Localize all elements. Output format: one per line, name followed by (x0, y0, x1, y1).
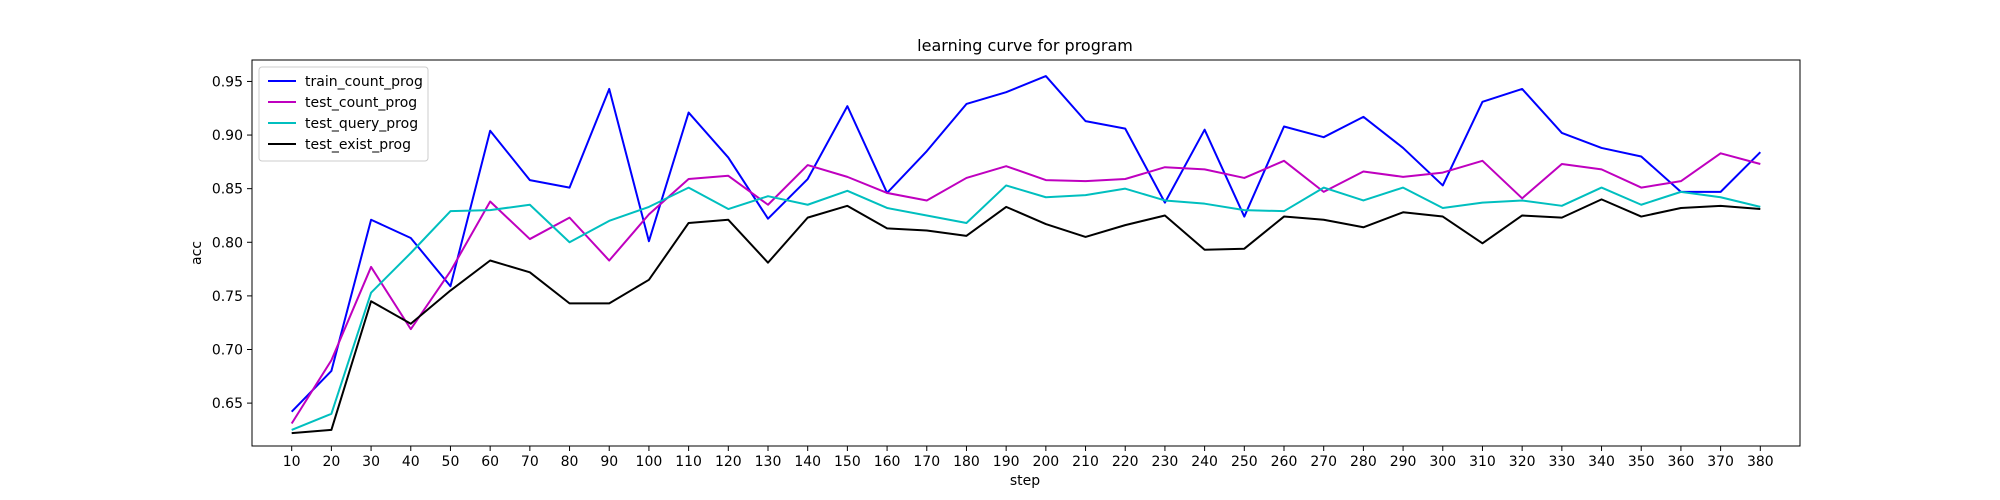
y-tick-label: 0.85 (212, 182, 243, 198)
x-tick-label: 150 (834, 454, 861, 470)
legend: train_count_prog test_count_prog test_quer… (258, 66, 429, 162)
legend-label-test_exist_prog: test_exist_prog (305, 137, 411, 153)
x-tick-label: 290 (1390, 454, 1417, 470)
x-tick-label: 40 (402, 454, 420, 470)
x-tick-label: 110 (675, 454, 702, 470)
x-tick-label: 120 (715, 454, 742, 470)
x-tick-label: 260 (1271, 454, 1298, 470)
y-axis-label: acc (189, 241, 205, 265)
x-tick-label: 240 (1191, 454, 1218, 470)
y-tick-label: 0.95 (212, 74, 243, 90)
x-tick-label: 270 (1310, 454, 1337, 470)
x-tick-label: 360 (1668, 454, 1695, 470)
x-tick-label: 230 (1152, 454, 1179, 470)
x-tick-label: 170 (913, 454, 940, 470)
x-tick-label: 300 (1429, 454, 1456, 470)
x-tick-label: 370 (1707, 454, 1734, 470)
x-tick-label: 70 (521, 454, 539, 470)
x-axis-label: step (1010, 473, 1040, 489)
x-tick-label: 20 (322, 454, 340, 470)
x-tick-label: 80 (561, 454, 579, 470)
x-tick-label: 160 (874, 454, 901, 470)
legend-label-train_count_prog: train_count_prog (305, 74, 423, 90)
x-tick-label: 190 (993, 454, 1020, 470)
x-tick-label: 250 (1231, 454, 1258, 470)
x-tick-label: 200 (1032, 454, 1059, 470)
x-tick-label: 340 (1588, 454, 1615, 470)
legend-label-test_count_prog: test_count_prog (305, 95, 417, 111)
x-tick-label: 210 (1072, 454, 1099, 470)
x-tick-label: 30 (362, 454, 380, 470)
x-tick-label: 100 (636, 454, 663, 470)
series-line-train_count_prog (290, 75, 1762, 413)
x-tick-label: 320 (1509, 454, 1536, 470)
x-tick-label: 220 (1112, 454, 1139, 470)
x-tick-label: 50 (442, 454, 460, 470)
plot-area: 10 20 30 40 50 60 70 80 90 100 110 120 130 140 150 160 1… (212, 59, 1801, 470)
y-tick-label: 0.90 (212, 128, 243, 144)
x-tick-label: 310 (1469, 454, 1496, 470)
x-tick-label: 130 (755, 454, 782, 470)
x-tick-label: 380 (1747, 454, 1774, 470)
chart-title: learning curve for program (917, 36, 1133, 55)
y-tick-label: 0.70 (212, 343, 243, 359)
series-line-test_query_prog (291, 184, 1761, 431)
y-tick-label: 0.80 (212, 235, 243, 251)
y-tick-label: 0.75 (212, 289, 243, 305)
x-tick-label: 10 (283, 454, 301, 470)
x-tick-label: 330 (1548, 454, 1575, 470)
series-line-test_exist_prog (291, 198, 1761, 435)
y-tick-label: 0.65 (212, 396, 243, 412)
legend-label-test_query_prog: test_query_prog (305, 116, 418, 132)
x-tick-label: 90 (600, 454, 618, 470)
series-line-test_count_prog (290, 152, 1761, 425)
plot-frame (251, 59, 1801, 447)
x-tick-label: 180 (953, 454, 980, 470)
legend-box (258, 66, 429, 162)
x-tick-label: 350 (1628, 454, 1655, 470)
x-tick-label: 60 (481, 454, 499, 470)
x-tick-label: 280 (1350, 454, 1377, 470)
x-tick-label: 140 (794, 454, 821, 470)
